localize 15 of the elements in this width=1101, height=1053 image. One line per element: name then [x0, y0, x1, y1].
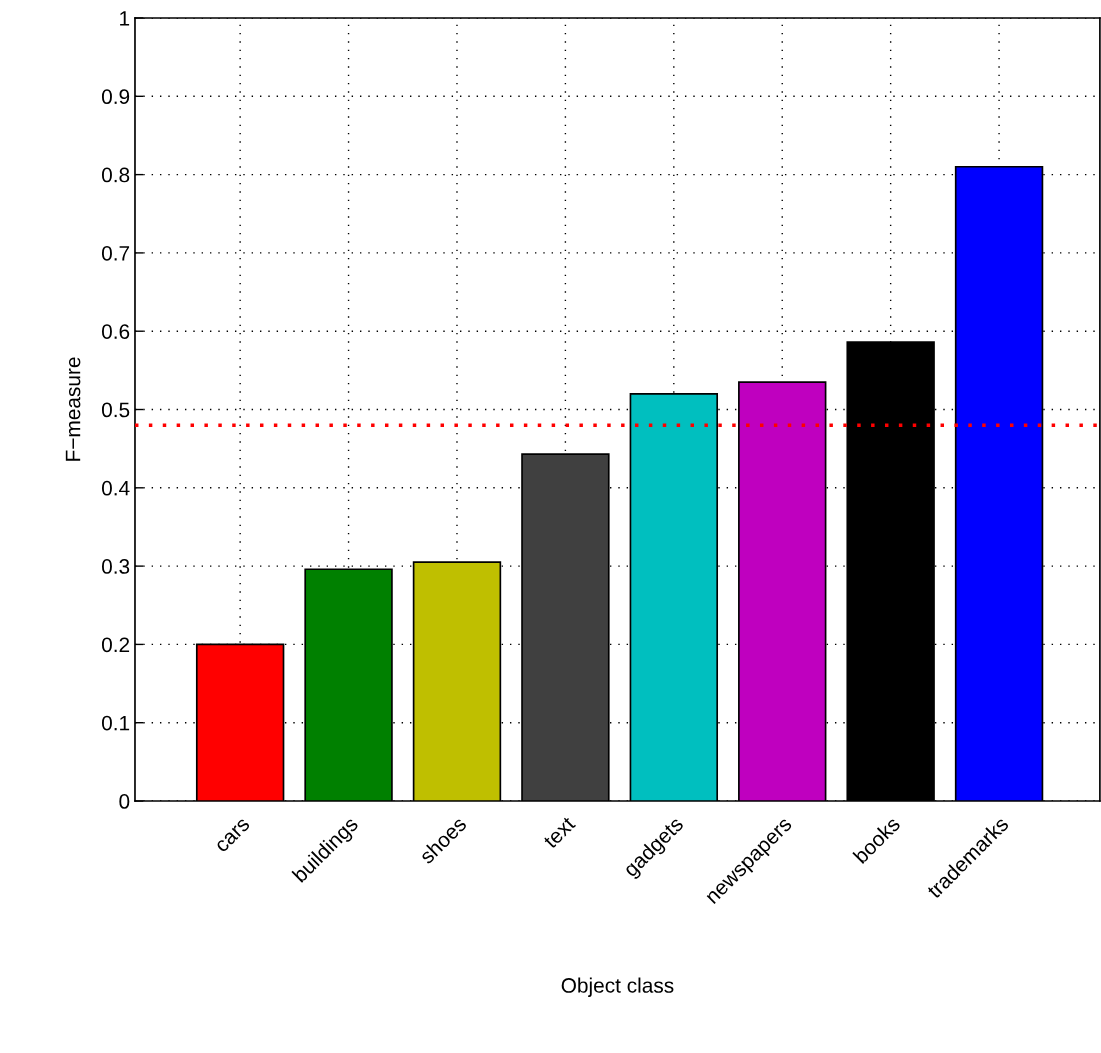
- y-axis-title: F−measure: [65, 357, 81, 461]
- y-tick-label: 0.3: [101, 559, 130, 574]
- y-tick-label: 0.2: [101, 637, 130, 653]
- x-tick-label: cars: [215, 818, 251, 853]
- y-tick-label: 0.5: [101, 402, 130, 418]
- x-axis-title: Object class: [561, 977, 674, 997]
- y-tick-label: 1: [120, 11, 130, 26]
- y-tick-label: 0.7: [101, 245, 130, 261]
- y-tick-label: 0.8: [101, 167, 130, 183]
- y-tick-label: 0.1: [101, 715, 130, 731]
- y-tick-label: 0.4: [101, 480, 130, 496]
- y-tick-label: 0.9: [101, 89, 130, 105]
- x-tick-label: text: [543, 816, 577, 850]
- y-tick-label: 0.6: [101, 324, 130, 339]
- y-tick-label: 0: [119, 794, 130, 809]
